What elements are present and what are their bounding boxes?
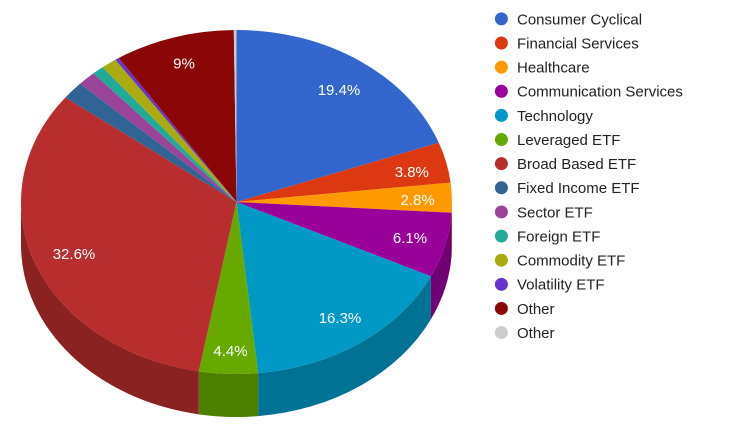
svg-text:Broad Based ETF: Broad Based ETF bbox=[517, 156, 636, 173]
svg-text:2.8%: 2.8% bbox=[400, 192, 434, 209]
svg-text:3.8%: 3.8% bbox=[395, 164, 429, 181]
svg-text:Leveraged ETF: Leveraged ETF bbox=[517, 132, 620, 149]
svg-text:4.4%: 4.4% bbox=[213, 343, 247, 360]
svg-text:Other: Other bbox=[517, 301, 555, 318]
svg-text:Other: Other bbox=[517, 325, 555, 342]
svg-text:Healthcare: Healthcare bbox=[517, 60, 590, 77]
svg-text:16.3%: 16.3% bbox=[319, 310, 362, 327]
svg-text:Consumer Cyclical: Consumer Cyclical bbox=[517, 11, 642, 28]
svg-text:6.1%: 6.1% bbox=[393, 230, 427, 247]
svg-text:Communication Services: Communication Services bbox=[517, 84, 683, 101]
svg-text:Technology: Technology bbox=[517, 108, 593, 125]
svg-text:9%: 9% bbox=[173, 55, 195, 72]
svg-text:32.6%: 32.6% bbox=[53, 246, 96, 263]
svg-text:Sector ETF: Sector ETF bbox=[517, 204, 593, 221]
svg-text:Financial Services: Financial Services bbox=[517, 35, 639, 52]
svg-text:Foreign ETF: Foreign ETF bbox=[517, 228, 600, 245]
svg-text:Fixed Income ETF: Fixed Income ETF bbox=[517, 180, 640, 197]
svg-text:19.4%: 19.4% bbox=[318, 82, 361, 99]
svg-text:Commodity ETF: Commodity ETF bbox=[517, 253, 625, 270]
svg-text:Volatility ETF: Volatility ETF bbox=[517, 277, 605, 294]
